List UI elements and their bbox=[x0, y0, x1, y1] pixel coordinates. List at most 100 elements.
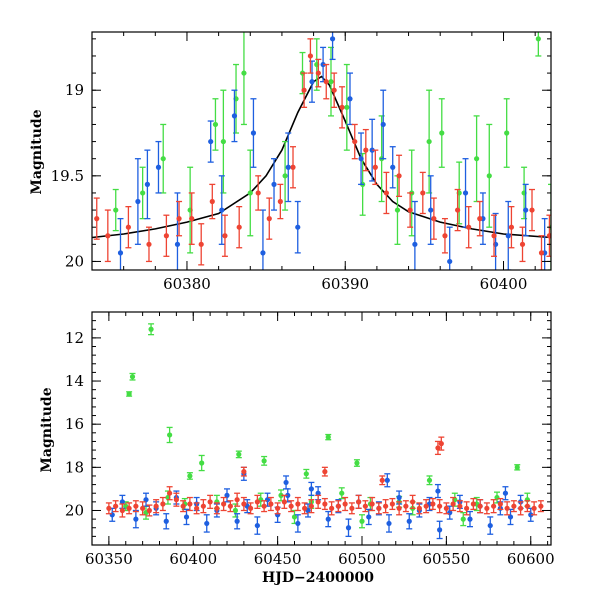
top-data-point bbox=[323, 79, 329, 85]
bottom-data-point bbox=[241, 469, 247, 475]
bottom-y-tick-label: 20 bbox=[65, 501, 84, 519]
top-x-tick-label: 60390 bbox=[321, 275, 369, 293]
top-data-point bbox=[358, 156, 364, 162]
bottom-data-point bbox=[173, 497, 179, 503]
top-data-point bbox=[529, 207, 535, 213]
bottom-data-point bbox=[356, 499, 362, 505]
top-data-point bbox=[113, 207, 119, 213]
bottom-data-point bbox=[467, 516, 473, 522]
top-data-point bbox=[447, 258, 453, 265]
bottom-data-point bbox=[477, 503, 483, 509]
bottom-data-point bbox=[322, 501, 328, 507]
bottom-data-point bbox=[504, 505, 510, 511]
top-data-point bbox=[285, 164, 291, 170]
top-data-point bbox=[420, 190, 426, 196]
top-data-point bbox=[519, 241, 526, 247]
bottom-data-point bbox=[342, 501, 348, 507]
bottom-data-point bbox=[410, 499, 416, 505]
top-plot-area bbox=[92, 32, 551, 270]
bottom-data-point bbox=[362, 503, 368, 509]
bottom-series-blue bbox=[109, 466, 534, 540]
top-data-point bbox=[241, 70, 247, 76]
top-data-point bbox=[212, 121, 219, 128]
top-data-point bbox=[442, 233, 448, 239]
top-data-point bbox=[282, 173, 288, 179]
top-series-green bbox=[112, 32, 551, 270]
bottom-y-tick-label: 16 bbox=[65, 415, 84, 433]
bottom-data-point bbox=[236, 451, 242, 457]
bottom-data-point bbox=[396, 505, 402, 511]
bottom-data-point bbox=[148, 326, 154, 332]
top-data-point bbox=[315, 70, 321, 76]
bottom-data-point bbox=[437, 503, 443, 509]
bottom-data-point bbox=[528, 512, 534, 518]
top-data-point bbox=[390, 164, 396, 170]
top-data-point bbox=[372, 164, 378, 170]
bottom-data-point bbox=[435, 488, 441, 494]
bottom-data-point bbox=[288, 503, 294, 509]
top-data-point bbox=[486, 173, 492, 179]
top-data-point bbox=[462, 190, 469, 196]
top-data-point bbox=[309, 79, 315, 85]
top-data-point bbox=[209, 198, 215, 205]
top-data-point bbox=[208, 138, 214, 145]
bottom-axes-frame bbox=[91, 311, 552, 546]
bottom-data-point bbox=[232, 507, 239, 514]
top-series-blue bbox=[117, 32, 548, 270]
top-data-point bbox=[466, 224, 472, 230]
bottom-data-point bbox=[302, 505, 308, 511]
bottom-plot-area bbox=[105, 323, 544, 540]
top-data-point bbox=[220, 138, 226, 145]
top-data-point bbox=[135, 198, 141, 205]
top-data-point bbox=[144, 181, 150, 187]
bottom-data-point bbox=[369, 501, 375, 507]
bottom-data-point bbox=[254, 499, 260, 505]
bottom-data-point bbox=[457, 503, 463, 509]
top-series-red bbox=[93, 38, 551, 270]
bottom-x-tick-label: 60500 bbox=[338, 550, 386, 568]
top-data-point bbox=[523, 207, 529, 213]
top-model-curve bbox=[92, 75, 551, 239]
top-data-point bbox=[117, 250, 124, 256]
bottom-data-point bbox=[514, 464, 520, 470]
bottom-data-point bbox=[167, 490, 173, 496]
bottom-y-tick-label: 18 bbox=[65, 458, 84, 476]
bottom-panel-full-light-curve: Magnitude HJD−2400000 60350 60400 60450 605… bbox=[39, 311, 555, 586]
top-data-point bbox=[328, 79, 334, 85]
top-y-tick-label: 19.5 bbox=[51, 167, 84, 185]
top-data-point bbox=[412, 241, 418, 247]
bottom-data-point bbox=[354, 460, 360, 466]
top-data-point bbox=[301, 87, 307, 93]
top-panel-zoom-light-curve: Magnitude 60380 60390 60400 19 19.5 20 bbox=[29, 31, 552, 293]
bottom-x-axis-title: HJD−2400000 bbox=[262, 570, 374, 586]
top-data-point bbox=[383, 190, 389, 196]
bottom-data-point bbox=[204, 520, 210, 527]
bottom-data-point bbox=[438, 441, 444, 447]
top-data-point bbox=[491, 233, 497, 239]
bottom-series-red bbox=[105, 436, 544, 518]
top-data-point bbox=[160, 156, 166, 162]
top-data-point bbox=[329, 36, 336, 42]
top-data-point bbox=[250, 130, 257, 136]
bottom-data-point bbox=[308, 486, 314, 492]
bottom-data-point bbox=[261, 458, 267, 464]
top-x-tick-label: 60400 bbox=[480, 275, 528, 293]
bottom-data-point bbox=[241, 501, 247, 507]
top-data-point bbox=[236, 224, 242, 230]
bottom-data-point bbox=[126, 505, 132, 511]
top-y-axis-title: Magnitude bbox=[29, 109, 45, 194]
bottom-data-point bbox=[180, 503, 186, 509]
bottom-data-point bbox=[254, 522, 260, 529]
top-data-point bbox=[163, 233, 169, 239]
bottom-data-point bbox=[187, 501, 193, 507]
bottom-data-point bbox=[283, 479, 289, 486]
bottom-data-point bbox=[345, 525, 352, 531]
bottom-x-tick-label: 60350 bbox=[85, 550, 133, 568]
bottom-data-point bbox=[106, 505, 112, 511]
bottom-x-tick-label: 60400 bbox=[169, 550, 217, 568]
bottom-data-point bbox=[437, 527, 443, 533]
top-data-point bbox=[347, 96, 353, 102]
bottom-data-point bbox=[511, 503, 517, 509]
top-data-point bbox=[295, 224, 301, 230]
top-data-point bbox=[504, 130, 510, 136]
